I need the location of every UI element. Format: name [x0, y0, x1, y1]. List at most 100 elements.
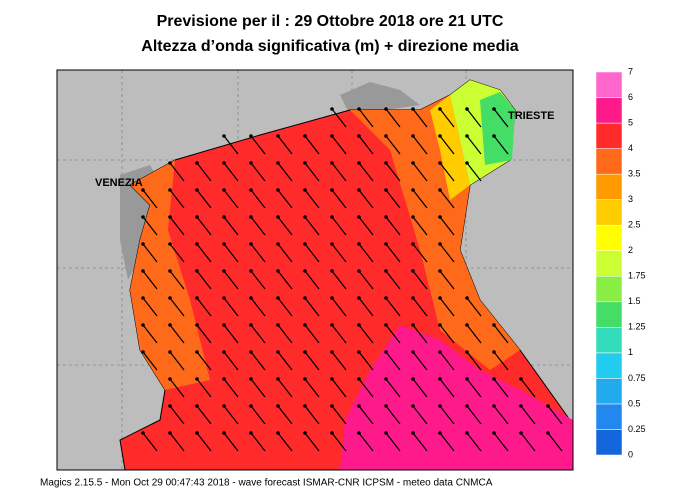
arrow-head — [357, 377, 361, 381]
arrow-shaft — [304, 162, 320, 182]
arrow-head — [276, 134, 280, 138]
arrow — [168, 269, 185, 290]
arrow-head — [249, 242, 253, 246]
arrow-shaft — [169, 189, 185, 209]
arrow — [195, 269, 212, 290]
arrow — [492, 431, 509, 452]
arrow-head — [276, 242, 280, 246]
arrow — [222, 431, 239, 452]
arrow-shaft — [277, 378, 293, 398]
arrow-head — [411, 242, 415, 246]
arrow — [492, 377, 509, 398]
city-label: VENEZIA — [95, 177, 143, 189]
arrow — [330, 431, 347, 452]
arrow — [168, 350, 185, 371]
arrow-shaft — [385, 243, 401, 263]
arrow-head — [168, 269, 172, 273]
arrow-shaft — [277, 243, 293, 263]
arrow-shaft — [196, 243, 212, 263]
colorbar-label: 2.5 — [628, 220, 641, 230]
high-waves — [340, 325, 573, 470]
colorbar-swatch — [595, 327, 623, 354]
arrow-shaft — [331, 270, 347, 290]
arrow-shaft — [358, 297, 374, 317]
subtitle: Altezza d’onda significativa (m) + direz… — [141, 38, 519, 55]
arrow-shaft — [493, 135, 509, 155]
arrow-shaft — [331, 243, 347, 263]
arrow — [438, 188, 455, 209]
arrow-shaft — [466, 135, 482, 155]
arrow-shaft — [493, 432, 509, 452]
arrow — [384, 269, 401, 290]
arrow — [222, 188, 239, 209]
green-band — [480, 92, 515, 165]
arrow — [222, 350, 239, 371]
colorbar-label: 1.75 — [628, 271, 646, 281]
arrow — [411, 431, 428, 452]
arrow-head — [438, 242, 442, 246]
arrow-head — [141, 215, 145, 219]
arrow-head — [357, 107, 361, 111]
arrow — [411, 242, 428, 263]
arrow-head — [384, 323, 388, 327]
arrow-shaft — [439, 189, 455, 209]
arrow — [303, 296, 320, 317]
arrow-shaft — [385, 216, 401, 236]
arrow-shaft — [358, 108, 374, 128]
arrow — [330, 215, 347, 236]
arrow-head — [384, 404, 388, 408]
arrow-head — [438, 134, 442, 138]
arrow — [195, 377, 212, 398]
arrow-head — [492, 377, 496, 381]
arrow-head — [222, 215, 226, 219]
arrow — [249, 215, 266, 236]
arrow — [195, 242, 212, 263]
arrow-shaft — [142, 297, 158, 317]
arrow-head — [303, 296, 307, 300]
arrow — [303, 377, 320, 398]
arrow — [276, 242, 293, 263]
arrow — [411, 269, 428, 290]
arrow-shaft — [304, 378, 320, 398]
arrow-head — [330, 404, 334, 408]
arrow — [249, 377, 266, 398]
arrow-shaft — [331, 108, 347, 128]
arrow-head — [438, 161, 442, 165]
arrow — [411, 350, 428, 371]
arrow-head — [249, 377, 253, 381]
arrow-shaft — [358, 405, 374, 425]
arrow-shaft — [493, 324, 509, 344]
arrow-shaft — [547, 405, 563, 425]
arrow-shaft — [412, 243, 428, 263]
colorbar-swatch — [595, 173, 623, 200]
arrow-head — [195, 269, 199, 273]
arrow — [546, 404, 563, 425]
arrow-head — [411, 404, 415, 408]
arrow — [195, 350, 212, 371]
colorbar-label: 7 — [628, 66, 633, 76]
arrow — [492, 107, 509, 128]
arrow-shaft — [439, 297, 455, 317]
arrow-shaft — [331, 162, 347, 182]
arrow-shaft — [412, 405, 428, 425]
arrow — [465, 107, 482, 128]
arrow — [357, 323, 374, 344]
arrow — [357, 269, 374, 290]
arrow-shaft — [412, 189, 428, 209]
arrow — [249, 269, 266, 290]
arrow — [168, 431, 185, 452]
arrow-shaft — [466, 405, 482, 425]
arrow-shaft — [142, 189, 158, 209]
arrow — [276, 134, 293, 155]
arrow — [168, 215, 185, 236]
arrow-head — [492, 107, 496, 111]
arrow — [465, 350, 482, 371]
arrow-shaft — [304, 324, 320, 344]
arrow — [141, 215, 158, 236]
arrow-head — [438, 296, 442, 300]
arrow-shaft — [520, 405, 536, 425]
arrow-shaft — [223, 135, 239, 155]
arrow-shaft — [169, 270, 185, 290]
arrow-head — [357, 242, 361, 246]
arrow — [222, 242, 239, 263]
